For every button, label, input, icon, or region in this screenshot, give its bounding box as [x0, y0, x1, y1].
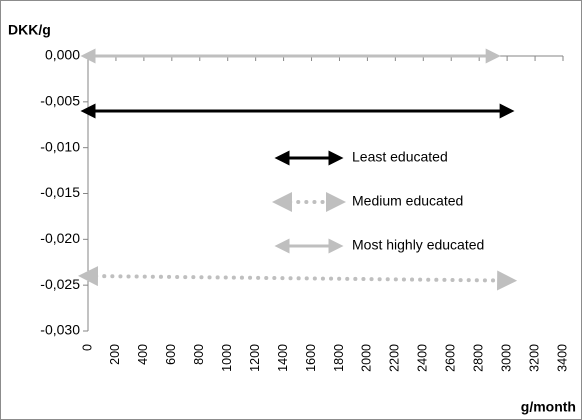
x-tick-label: 600 [164, 344, 178, 365]
x-tick-label: 0 [80, 344, 94, 351]
x-tick-label: 2800 [471, 344, 485, 372]
x-tick-label: 2600 [444, 344, 458, 372]
x-tick-label: 1000 [220, 344, 234, 372]
x-tick-label: 3200 [527, 344, 541, 372]
y-tick-label: -0,030 [40, 322, 80, 338]
legend-label: Most highly educated [352, 237, 484, 253]
legend-label: Least educated [352, 149, 448, 165]
x-tick-label: 1600 [304, 344, 318, 372]
y-axis-label: DKK/g [8, 22, 51, 38]
x-tick-label: 1400 [276, 344, 290, 372]
legend-label: Medium educated [352, 193, 463, 209]
x-tick-label: 1800 [332, 344, 346, 372]
y-tick-label: -0,005 [40, 93, 80, 109]
x-tick-label: 2000 [360, 344, 374, 372]
x-tick-label: 2200 [388, 344, 402, 372]
y-tick-label: -0,010 [40, 138, 80, 154]
y-tick-label: -0,025 [40, 276, 80, 292]
y-tick-label: -0,020 [40, 230, 80, 246]
series-line [78, 266, 518, 291]
x-tick-label: 2400 [416, 344, 430, 372]
x-tick-label: 200 [108, 344, 122, 365]
x-tick-label: 3400 [555, 344, 569, 372]
y-tick-label: -0,015 [40, 184, 80, 200]
y-tick-label: 0,000 [45, 47, 80, 63]
x-tick-label: 800 [192, 344, 206, 365]
x-tick-label: 3000 [499, 344, 513, 372]
x-tick-label: 400 [136, 344, 150, 365]
x-axis-label: g/month [521, 399, 576, 415]
x-tick-label: 1200 [248, 344, 262, 372]
